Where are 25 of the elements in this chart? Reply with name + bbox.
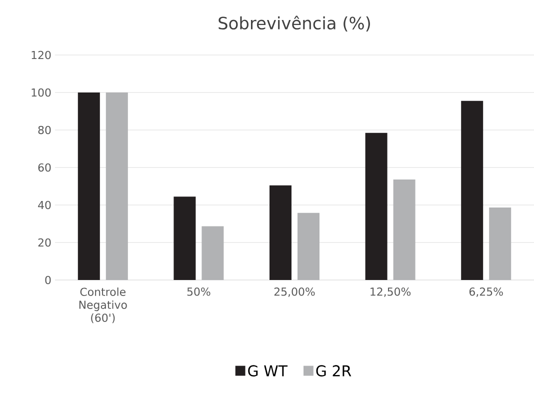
bar: [489, 207, 512, 280]
x-tick-label: 50%: [187, 288, 210, 296]
y-tick-label: 60: [38, 163, 51, 172]
bar: [106, 92, 128, 280]
x-tick-label: Controle Negativo (60'): [79, 288, 127, 324]
y-tick-label: 20: [38, 238, 51, 247]
bar: [270, 185, 292, 280]
bar: [461, 100, 484, 280]
y-tick-label: 120: [32, 50, 51, 60]
x-tick-label: 25,00%: [274, 288, 315, 297]
chart-title: Sobrevivência (%): [218, 16, 370, 32]
y-tick-label: 100: [32, 88, 51, 97]
bar: [202, 226, 224, 280]
x-tick-label: 6,25%: [469, 288, 503, 297]
y-tick-label: 80: [38, 126, 51, 134]
x-tick-label: 12,50%: [370, 288, 411, 297]
bar: [78, 92, 100, 280]
bar: [174, 196, 196, 280]
y-tick-label: 0: [45, 276, 51, 284]
bar: [393, 180, 416, 280]
bar: [365, 132, 388, 280]
legend-label: G WT: [248, 365, 288, 376]
y-tick-label: 40: [38, 200, 51, 210]
bar: [298, 212, 320, 280]
legend-label: G 2R: [316, 365, 352, 376]
